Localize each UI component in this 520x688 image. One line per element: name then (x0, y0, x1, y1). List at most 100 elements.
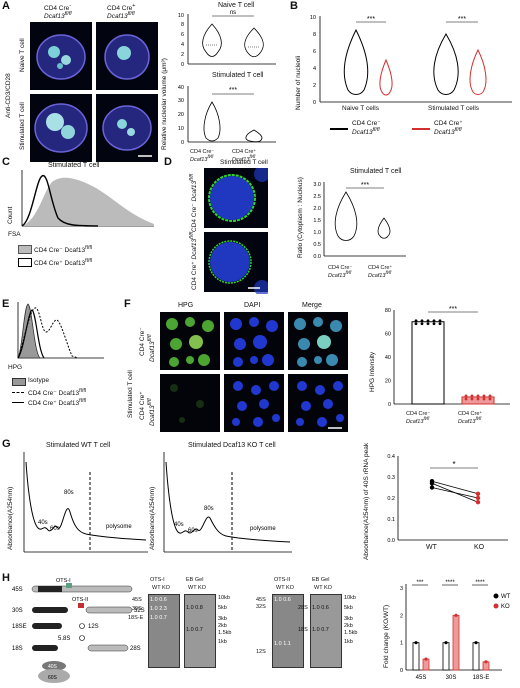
panel-label-e: E (2, 298, 10, 310)
g-profile-wt: 40s 60s 80s polysome (23, 452, 148, 553)
g-ylabel1: Absorbance(A254nm) (7, 486, 14, 550)
g-ytick-label: 0.4 (387, 454, 395, 460)
h-blot4-size5: 1.5kb (344, 630, 358, 636)
panel-label-g: G (2, 438, 11, 450)
h-blot4-size4: 2kb (344, 623, 353, 629)
g-point-ko (475, 500, 481, 505)
g-trace-ko (165, 461, 291, 543)
f-point (420, 322, 424, 326)
svg-text:6: 6 (181, 32, 184, 38)
a-col2-geno: Dcaf13fl/fl (107, 11, 135, 21)
f-point (476, 394, 480, 398)
e-legend-swatch-iso (12, 378, 26, 386)
b-legend-swatch-ko (412, 128, 430, 130)
f-ytick-label: 20 (385, 379, 391, 385)
f-point (488, 397, 492, 401)
h-blot1-band1: 45S (132, 597, 142, 603)
h-blot4-size3: 3kb (344, 616, 353, 622)
g-ko-40s: 40s (174, 522, 184, 528)
e-hist-ko (17, 309, 45, 359)
f-point (470, 397, 474, 401)
h-legend-ko: KO (501, 604, 510, 610)
g-profile-ko: 40s 60s 80s polysome (163, 452, 292, 553)
f-row2-geno: Dcaf13fl/fl (147, 398, 157, 426)
h-processing-diagram: 45S OTS-I 30S OTS-II 32S 18SE 12S 5.8S 1… (12, 578, 145, 683)
svg-text:8: 8 (181, 22, 184, 28)
b-violin-stim-ko (469, 48, 487, 95)
h-blot2-size3: 3kb (218, 616, 227, 622)
h-32s-label: 32S (134, 608, 145, 614)
f-point (438, 319, 442, 323)
a-row1-label: Naive T cell (19, 38, 26, 72)
b-violin-naive-ko (379, 58, 393, 96)
h-blot2-lanes: WT KO (188, 585, 206, 591)
f-point (482, 394, 486, 398)
h-blot3 (272, 594, 304, 668)
d-violin-wt (334, 191, 358, 241)
g-pair-line (431, 480, 479, 495)
g-wt-60s: 60s (50, 526, 60, 532)
svg-text:20: 20 (178, 112, 184, 118)
f-xcat2: CD4 Cre⁺ Dcaf13fl/fl (458, 411, 483, 426)
h-sig1: *** (416, 580, 424, 586)
h-point (414, 641, 418, 645)
d-xcat2: CD4 Cre⁺ Dcaf13fl/fl (368, 265, 393, 280)
c-xlabel: FSA (8, 231, 21, 238)
h-ytick-label: 3 (400, 586, 403, 592)
f-point (432, 319, 436, 323)
b-xcat2: Stimulated T cells (428, 105, 480, 112)
b-legend-ko: CD4 Cre⁺ Dcaf13fl/fl (434, 120, 463, 136)
h-ots2-label: OTS-II (72, 597, 89, 603)
f-ytick-label: 0 (388, 402, 391, 408)
h-18se-label: 18SE (12, 624, 27, 630)
f-micrographs (160, 312, 348, 432)
svg-text:8: 8 (313, 32, 316, 38)
f-ylabel: HPG Intensity (369, 351, 376, 392)
b-violin-naive-wt (343, 28, 369, 95)
a-chart2-sig: *** (229, 87, 237, 94)
f-point (426, 322, 430, 326)
d-violin-ko (377, 217, 391, 239)
h-blot4-size2: 5kb (344, 605, 353, 611)
h-28s-label: 28S (130, 646, 141, 652)
h-45s-label: 45S (12, 587, 23, 593)
c-legend-swatch-ko (18, 258, 32, 267)
h-blot4 (310, 594, 342, 668)
h-yticks: 0 1 2 3 (400, 586, 403, 674)
f-ytick-label: 40 (385, 355, 391, 361)
b-xcat1: Naive T cells (342, 105, 379, 112)
h-blot2-size6: 1kb (218, 639, 227, 645)
g-ytick-label: 0.2 (387, 496, 395, 502)
a-col2-header: CD4 Cre+ (107, 3, 136, 13)
h-ots1-probe (66, 583, 72, 588)
svg-text:2: 2 (313, 83, 316, 89)
h-point (424, 657, 428, 661)
h-xtick-label: 18S-E (473, 675, 490, 681)
a-chart2-violin-wt (203, 101, 221, 142)
g-ytick-label: 0.1 (387, 517, 395, 523)
h-ots1-label: OTS-I (56, 578, 71, 584)
e-xlabel: HPG (8, 364, 23, 371)
h-60s-label: 60S (48, 675, 58, 681)
h-blot3-band2: 32S (256, 604, 266, 610)
panel-label-c: C (2, 156, 10, 168)
svg-text:10: 10 (178, 126, 184, 132)
f-point (476, 397, 480, 401)
f-ytick-label: 60 (385, 332, 391, 338)
e-legend-swatch-ko (12, 402, 24, 403)
svg-text:4: 4 (181, 42, 184, 48)
d-row1: CD4 Cre⁻ Dcaf13fl/fl (189, 173, 199, 232)
e-legend-wt: CD4 Cre⁻ Dcaf13fl/fl (28, 388, 87, 398)
h-bar-ylabel: Fold change (KO/WT) (383, 604, 390, 668)
g-x2: KO (474, 544, 485, 551)
a-row2-label: Stimulated T cell (19, 102, 26, 150)
d-row2: CD4 Cre⁺ Dcaf13fl/fl (189, 231, 199, 290)
h-blot1 (148, 594, 180, 668)
g-trace-wt (25, 461, 147, 541)
f-point (420, 319, 424, 323)
a-chart1-violin-wt (202, 23, 222, 57)
g-pair-line (431, 487, 479, 499)
e-legend-ko: CD4 Cre⁺ Dcaf13fl/fl (28, 398, 87, 408)
a-xcat2: CD4 Cre⁺ Dcaf13fl/fl (232, 149, 257, 164)
a-col1-header: CD4 Cre- (44, 3, 72, 13)
